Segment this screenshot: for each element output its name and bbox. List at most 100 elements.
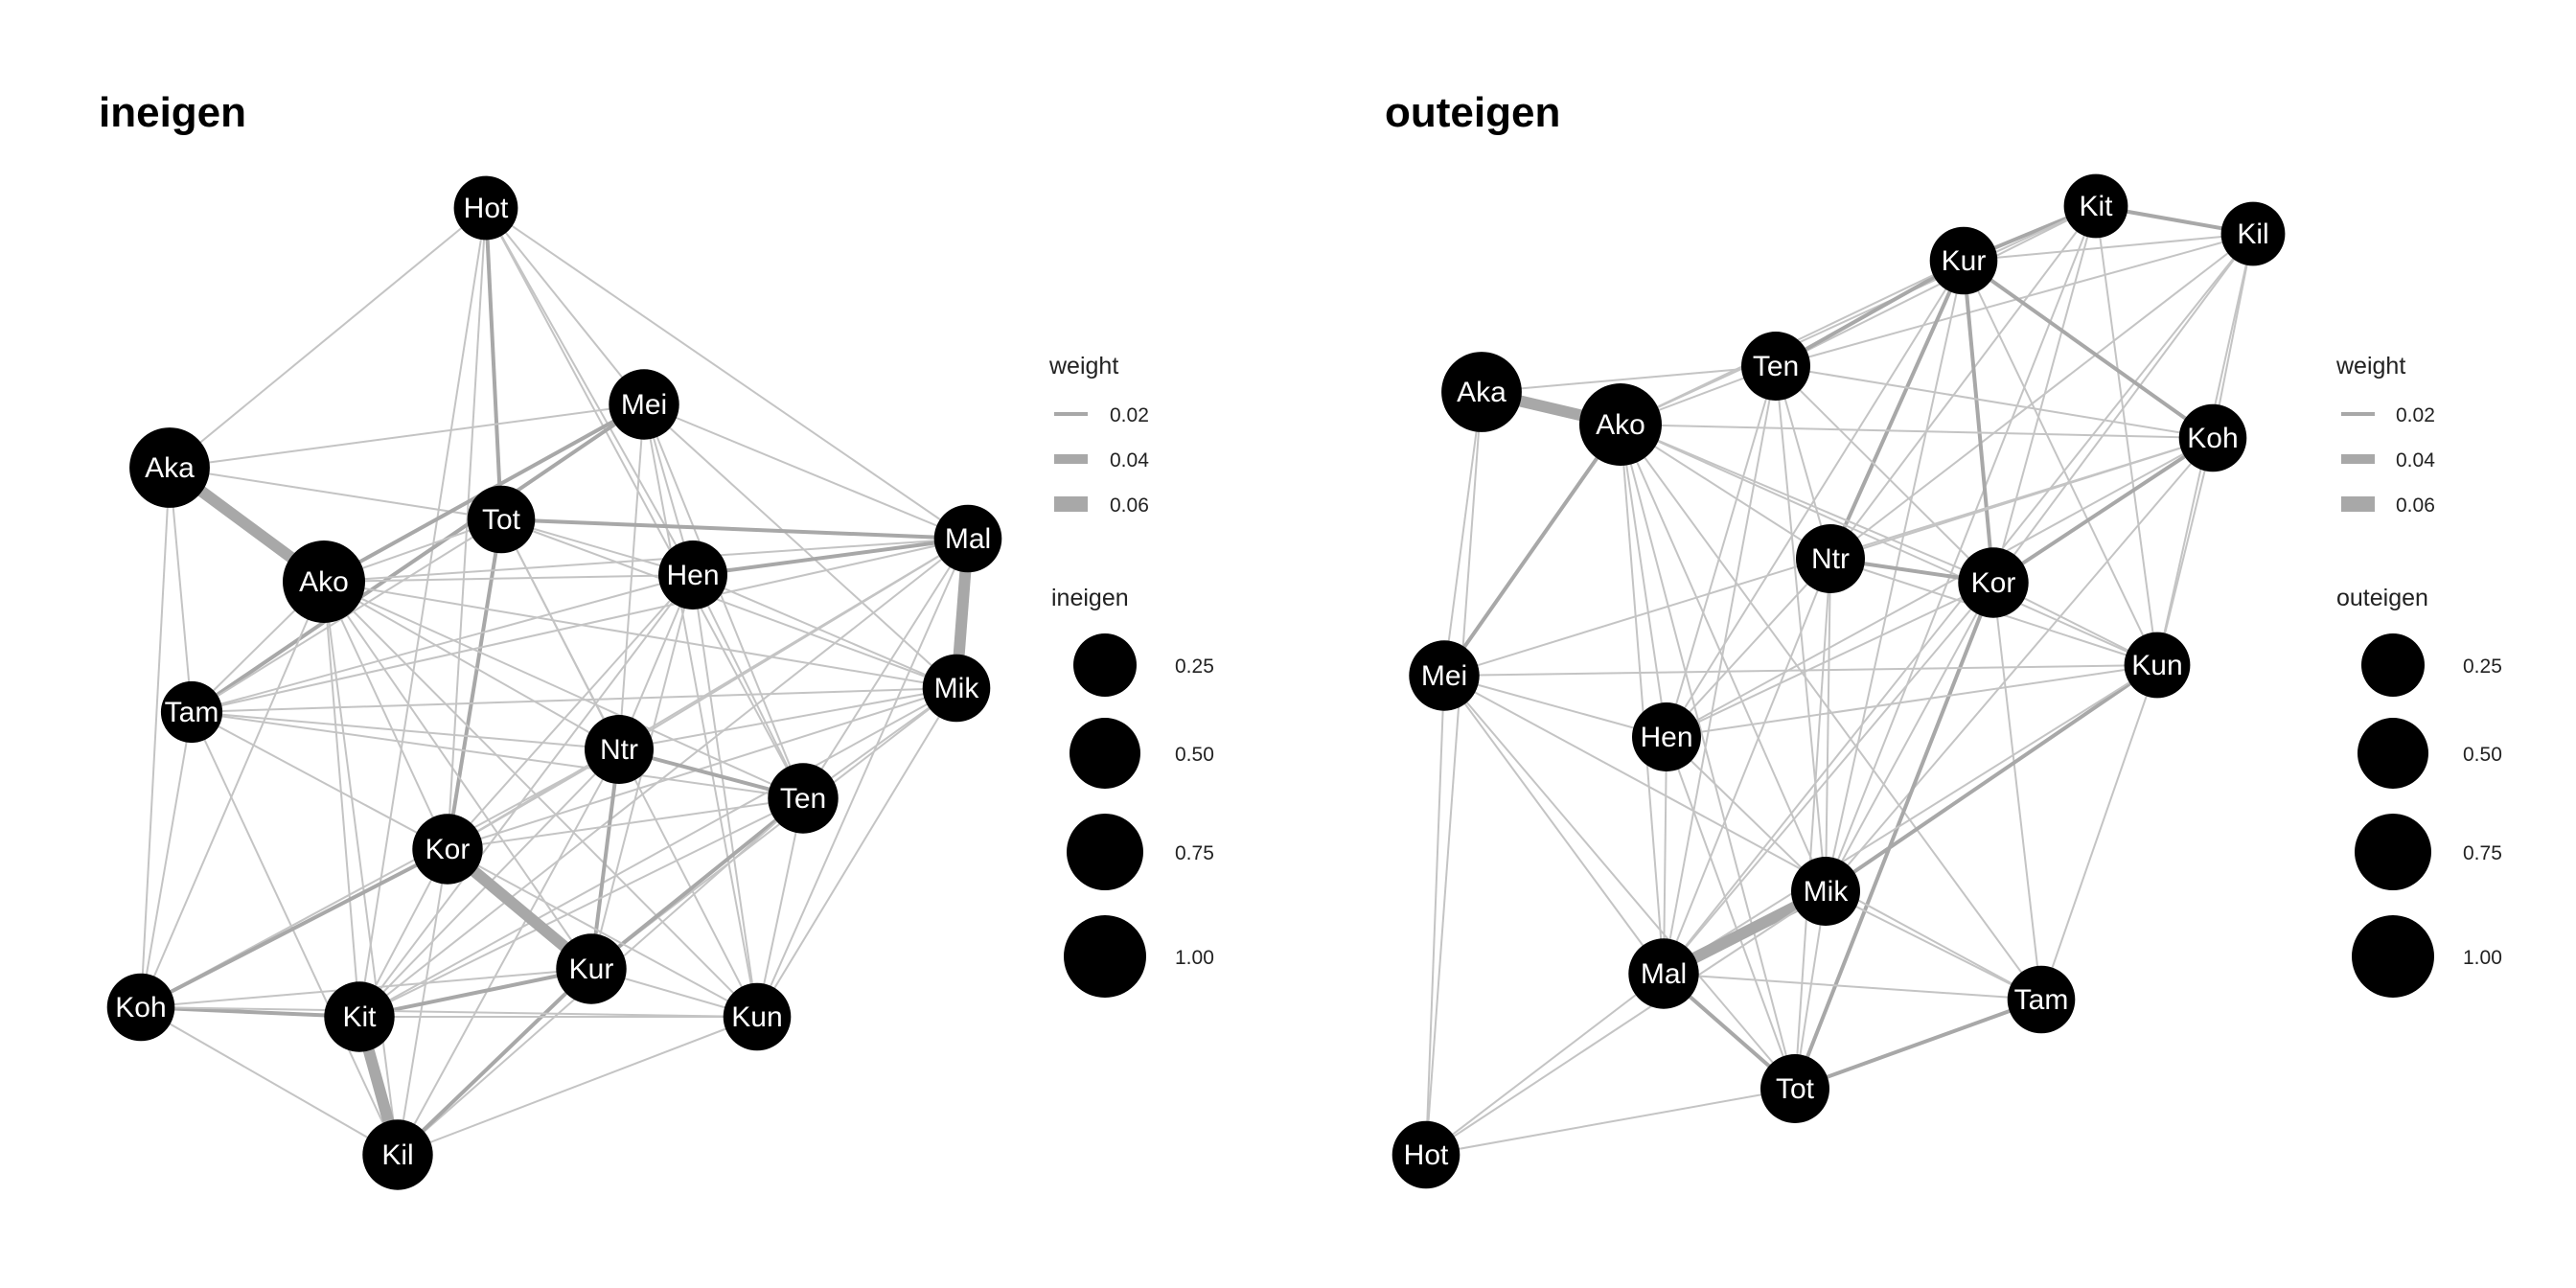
node-label: Kit [342,1001,377,1033]
edge-mal-ntr [618,538,969,750]
node-kur: Kur [556,933,627,1004]
edge-aka-tam [169,467,193,713]
edge-hot-ten [485,207,804,799]
edge-tam-koh [140,711,193,1008]
node-circle [467,485,536,554]
node-circle [933,504,1002,573]
node-label: Tam [165,697,219,728]
node-hen: Hen [658,540,727,610]
node-circle [2007,965,2076,1034]
size-legend-circle-0.25 [2361,633,2425,697]
edge-kil-kur [1963,233,2254,262]
edge-tot-hot [1425,1088,1796,1156]
edge-kit-ten [1775,205,2097,367]
edge-ten-kur [589,796,805,971]
node-label: Mal [945,523,991,555]
node-tam: Tam [160,680,223,744]
edge-mal-tam [191,538,969,713]
size-legend-label: 0.75 [2463,842,2502,864]
edge-ako-kun [1620,424,2158,666]
edge-ntr-mik [1825,558,1831,892]
weight-legend-label: 0.06 [1110,494,1149,517]
node-circle [1579,383,1662,466]
node-label: Aka [145,452,195,484]
edge-mal-tam [1663,973,2042,1000]
edge-kur-mik [1825,260,1965,892]
edge-hen-mal [692,537,969,577]
edge-aka-mei [169,403,645,469]
node-koh: Koh [2178,403,2247,472]
edge-ntr-hen [1666,558,1831,738]
edge-kun-mal [1663,664,2158,975]
node-mik: Mik [922,654,991,723]
edge-kor-hen [1666,582,1994,738]
edge-hot-mei [485,207,645,405]
edge-ako-ntr [323,581,620,750]
node-circle [1741,332,1810,401]
edge-koh-mik [1825,437,2214,892]
edge-kil-ntr [1829,233,2254,560]
edge-hot-aka [169,207,487,469]
node-label: Ntr [1811,543,1850,575]
edge-tam-ten [191,711,804,799]
edge-kor-mik [1825,582,1994,892]
edge-mik-kun [756,687,957,1018]
edge-kur-kil [396,967,593,1157]
edge-mei-hot [1425,675,1445,1156]
weight-legend-title: weight [1048,353,1118,380]
edge-hen-kit [358,574,694,1018]
edge-tam-kor [191,711,448,850]
edge-mik-tam [1825,890,2042,1000]
edge-kor-koh [140,847,448,1009]
edge-koh-kun [140,1006,758,1018]
edge-aka-tot [169,467,502,520]
node-kur: Kur [1929,226,1998,295]
size-legend-label: 0.25 [1175,656,1214,678]
node-label: Mik [1804,876,1850,908]
edge-tam-tot [1794,998,2042,1091]
node-label: Ten [780,783,826,815]
edge-ten-hen [1666,365,1777,738]
edge-kit-ako [1620,205,2097,426]
edge-ako-mal [323,538,969,583]
edge-ten-kor [1775,365,1994,584]
ineigen-panel: ineigen Hot Mei Aka Tot Ako Hen Mal Tam Mik Ntr Te… [99,89,1214,1190]
node-ako: Ako [1579,383,1662,466]
edge-hen-tot [1666,736,1796,1090]
edge-kur-kit [358,967,592,1019]
weight-legend-label: 0.06 [2396,494,2435,517]
node-circle [723,982,792,1051]
size-legend-circle-0.75 [1067,814,1143,890]
node-label: Ako [299,566,349,598]
node-tot: Tot [1760,1054,1829,1123]
edge-ten-mal [1663,365,1777,975]
node-circle [106,973,175,1042]
edge-kil-kor [1992,233,2254,584]
node-hot: Hot [453,175,518,241]
edge-kun-mik [1824,663,2159,893]
edge-ten-kit [358,797,804,1018]
size-legend-label: 1.00 [2463,947,2502,969]
edge-ako-ten [323,581,804,799]
node-circle [1628,938,1699,1009]
node-label: Kur [1942,245,1987,277]
outeigen-nodes: Kit Kil Kur Ten Aka Ako Koh Ntr Kor Mei Kun Hen Mik M… [1392,173,2286,1189]
node-ten: Ten [768,763,839,834]
edge-tam-mik [191,687,957,713]
edge-koh-kit [140,1005,360,1019]
size-legend-title: outeigen [2336,585,2428,611]
edge-kur-koh [1962,259,2215,440]
node-mik: Mik [1791,857,1860,926]
edge-ako-tot [1620,424,1796,1090]
edge-kil-ten [1775,233,2254,367]
node-label: Mei [1421,660,1467,692]
edge-ako-koh [140,581,325,1008]
ineigen-weight-legend: weight 0.02 0.04 0.06 [1048,353,1149,517]
ineigen-size-legend: ineigen 0.25 0.50 0.75 1.00 [1051,585,1214,998]
node-tot: Tot [467,485,536,554]
node-circle [1441,352,1522,432]
edge-kor-mal [1663,582,1994,975]
edge-hot-tot [484,207,503,520]
